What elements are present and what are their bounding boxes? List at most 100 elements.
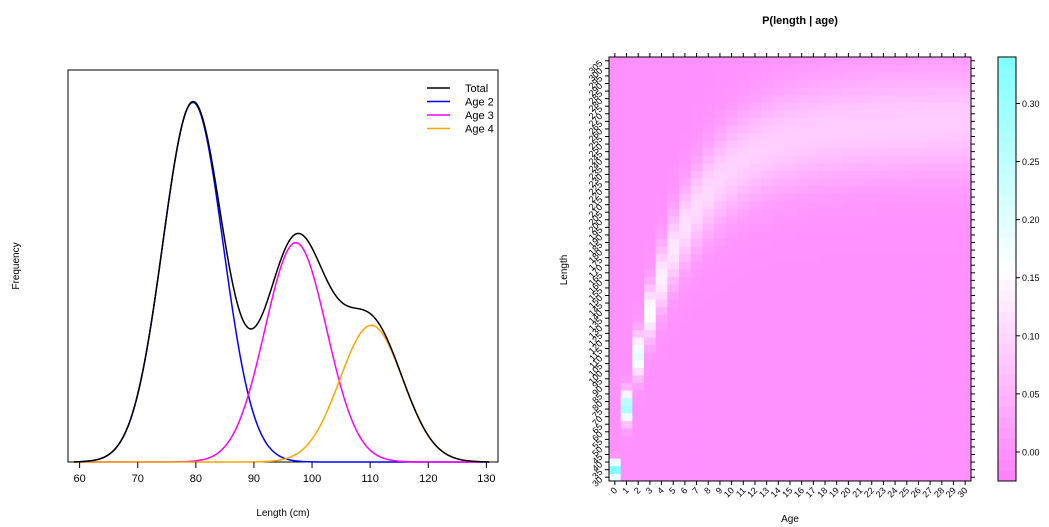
heatmap-cell — [795, 72, 808, 81]
heatmap-cell — [760, 299, 773, 308]
heatmap-cell — [644, 94, 657, 103]
heatmap-cell — [889, 94, 902, 103]
heatmap-cell — [819, 163, 832, 171]
x-tick-label: 30 — [955, 485, 969, 499]
heatmap-cell — [632, 110, 645, 118]
length-frequency-plot: 60 70 80 90 100 110 120 130 Length (cm) Frequen… — [11, 69, 499, 519]
heatmap-cell — [749, 64, 762, 73]
heatmap-cell — [807, 117, 820, 126]
heatmap-cell — [702, 276, 715, 285]
heatmap-cell — [644, 231, 657, 240]
heatmap-cell — [749, 57, 762, 65]
heatmap-cell — [795, 465, 808, 474]
heatmap-cell — [912, 208, 925, 217]
heatmap-cell — [655, 412, 668, 421]
y-axis-label: Frequency — [11, 242, 22, 289]
heatmap-cell — [725, 450, 738, 459]
heatmap-cell — [807, 412, 820, 421]
heatmap-cell — [947, 359, 960, 368]
heatmap-cell — [609, 185, 622, 194]
heatmap-cell — [667, 94, 680, 103]
heatmap-cell — [795, 155, 808, 164]
heatmap-cell — [760, 337, 773, 346]
heatmap-cell — [912, 231, 925, 240]
heatmap-cell — [760, 428, 773, 436]
heatmap-cell — [702, 125, 715, 134]
heatmap-cell — [609, 443, 622, 452]
heatmap-cell — [772, 64, 785, 73]
heatmap-cell — [667, 246, 680, 255]
heatmap-cell — [690, 329, 703, 338]
heatmap-cell — [702, 170, 715, 179]
heatmap-cell — [644, 367, 657, 376]
heatmap-cell — [889, 102, 902, 111]
colorbar-tick-label: 0.15 — [1022, 273, 1040, 283]
heatmap-cell — [667, 269, 680, 277]
heatmap-cell — [620, 435, 633, 444]
heatmap-cell — [690, 178, 703, 187]
heatmap-cell — [807, 450, 820, 459]
heatmap-cell — [620, 253, 633, 262]
heatmap-cell — [772, 102, 785, 111]
heatmap-cell — [644, 269, 657, 277]
heatmap-cell — [854, 314, 867, 323]
heatmap-cell — [959, 72, 972, 81]
heatmap-cell — [667, 428, 680, 436]
heatmap-cell — [935, 216, 949, 224]
heatmap-cell — [877, 200, 890, 209]
heatmap-cell — [679, 110, 692, 118]
heatmap-cell — [714, 405, 727, 414]
heatmap-cell — [749, 94, 762, 103]
heatmap-cell — [702, 132, 715, 141]
heatmap-cell — [842, 382, 855, 391]
heatmap-cell — [865, 178, 878, 187]
heatmap-cell — [819, 193, 832, 202]
heatmap-cell — [644, 314, 657, 323]
heatmap-cell — [655, 102, 668, 111]
heatmap-cell — [667, 435, 680, 444]
colorbar-tick-label: 0.00 — [1022, 447, 1040, 457]
colorbar-segment — [998, 57, 1016, 68]
density-curves — [73, 100, 490, 463]
heatmap-cell — [760, 110, 773, 118]
heatmap-cell — [935, 314, 949, 323]
heatmap-cell — [877, 397, 890, 406]
heatmap-cell — [760, 231, 773, 240]
heatmap-cell — [935, 337, 949, 346]
heatmap-cell — [877, 94, 890, 103]
heatmap-cell — [702, 405, 715, 414]
heatmap-cell — [889, 178, 902, 187]
heatmap-cell — [842, 306, 855, 315]
heatmap-cell — [912, 465, 925, 474]
heatmap-cell — [959, 200, 972, 209]
heatmap-cell — [807, 473, 820, 482]
heatmap-cell — [889, 253, 902, 262]
heatmap-cell — [690, 200, 703, 209]
heatmap-cell — [877, 299, 890, 308]
heatmap-cell — [655, 155, 668, 164]
heatmap-cell — [760, 155, 773, 164]
heatmap-cell — [725, 428, 738, 436]
heatmap-cell — [912, 458, 925, 467]
heatmap-cell — [947, 117, 960, 126]
heatmap-cell — [865, 473, 878, 482]
heatmap-cell — [900, 344, 914, 353]
heatmap-cell — [702, 64, 715, 73]
heatmap-cell — [912, 72, 925, 81]
heatmap-cell — [749, 420, 762, 429]
heatmap-cell — [924, 102, 937, 111]
heatmap-cell — [772, 253, 785, 262]
heatmap-cell — [620, 284, 633, 293]
heatmap-cell — [679, 269, 692, 277]
heatmap-cell — [889, 261, 902, 270]
heatmap-cell — [632, 193, 645, 202]
heatmap-cell — [924, 276, 937, 285]
heatmap-cell — [714, 79, 727, 88]
heatmap-cell — [702, 155, 715, 164]
heatmap-cell — [912, 132, 925, 141]
heatmap-cell — [795, 238, 808, 247]
heatmap-cell — [947, 367, 960, 376]
heatmap-cell — [749, 261, 762, 270]
heatmap-cell — [819, 87, 832, 96]
heatmap-cell — [935, 261, 949, 270]
